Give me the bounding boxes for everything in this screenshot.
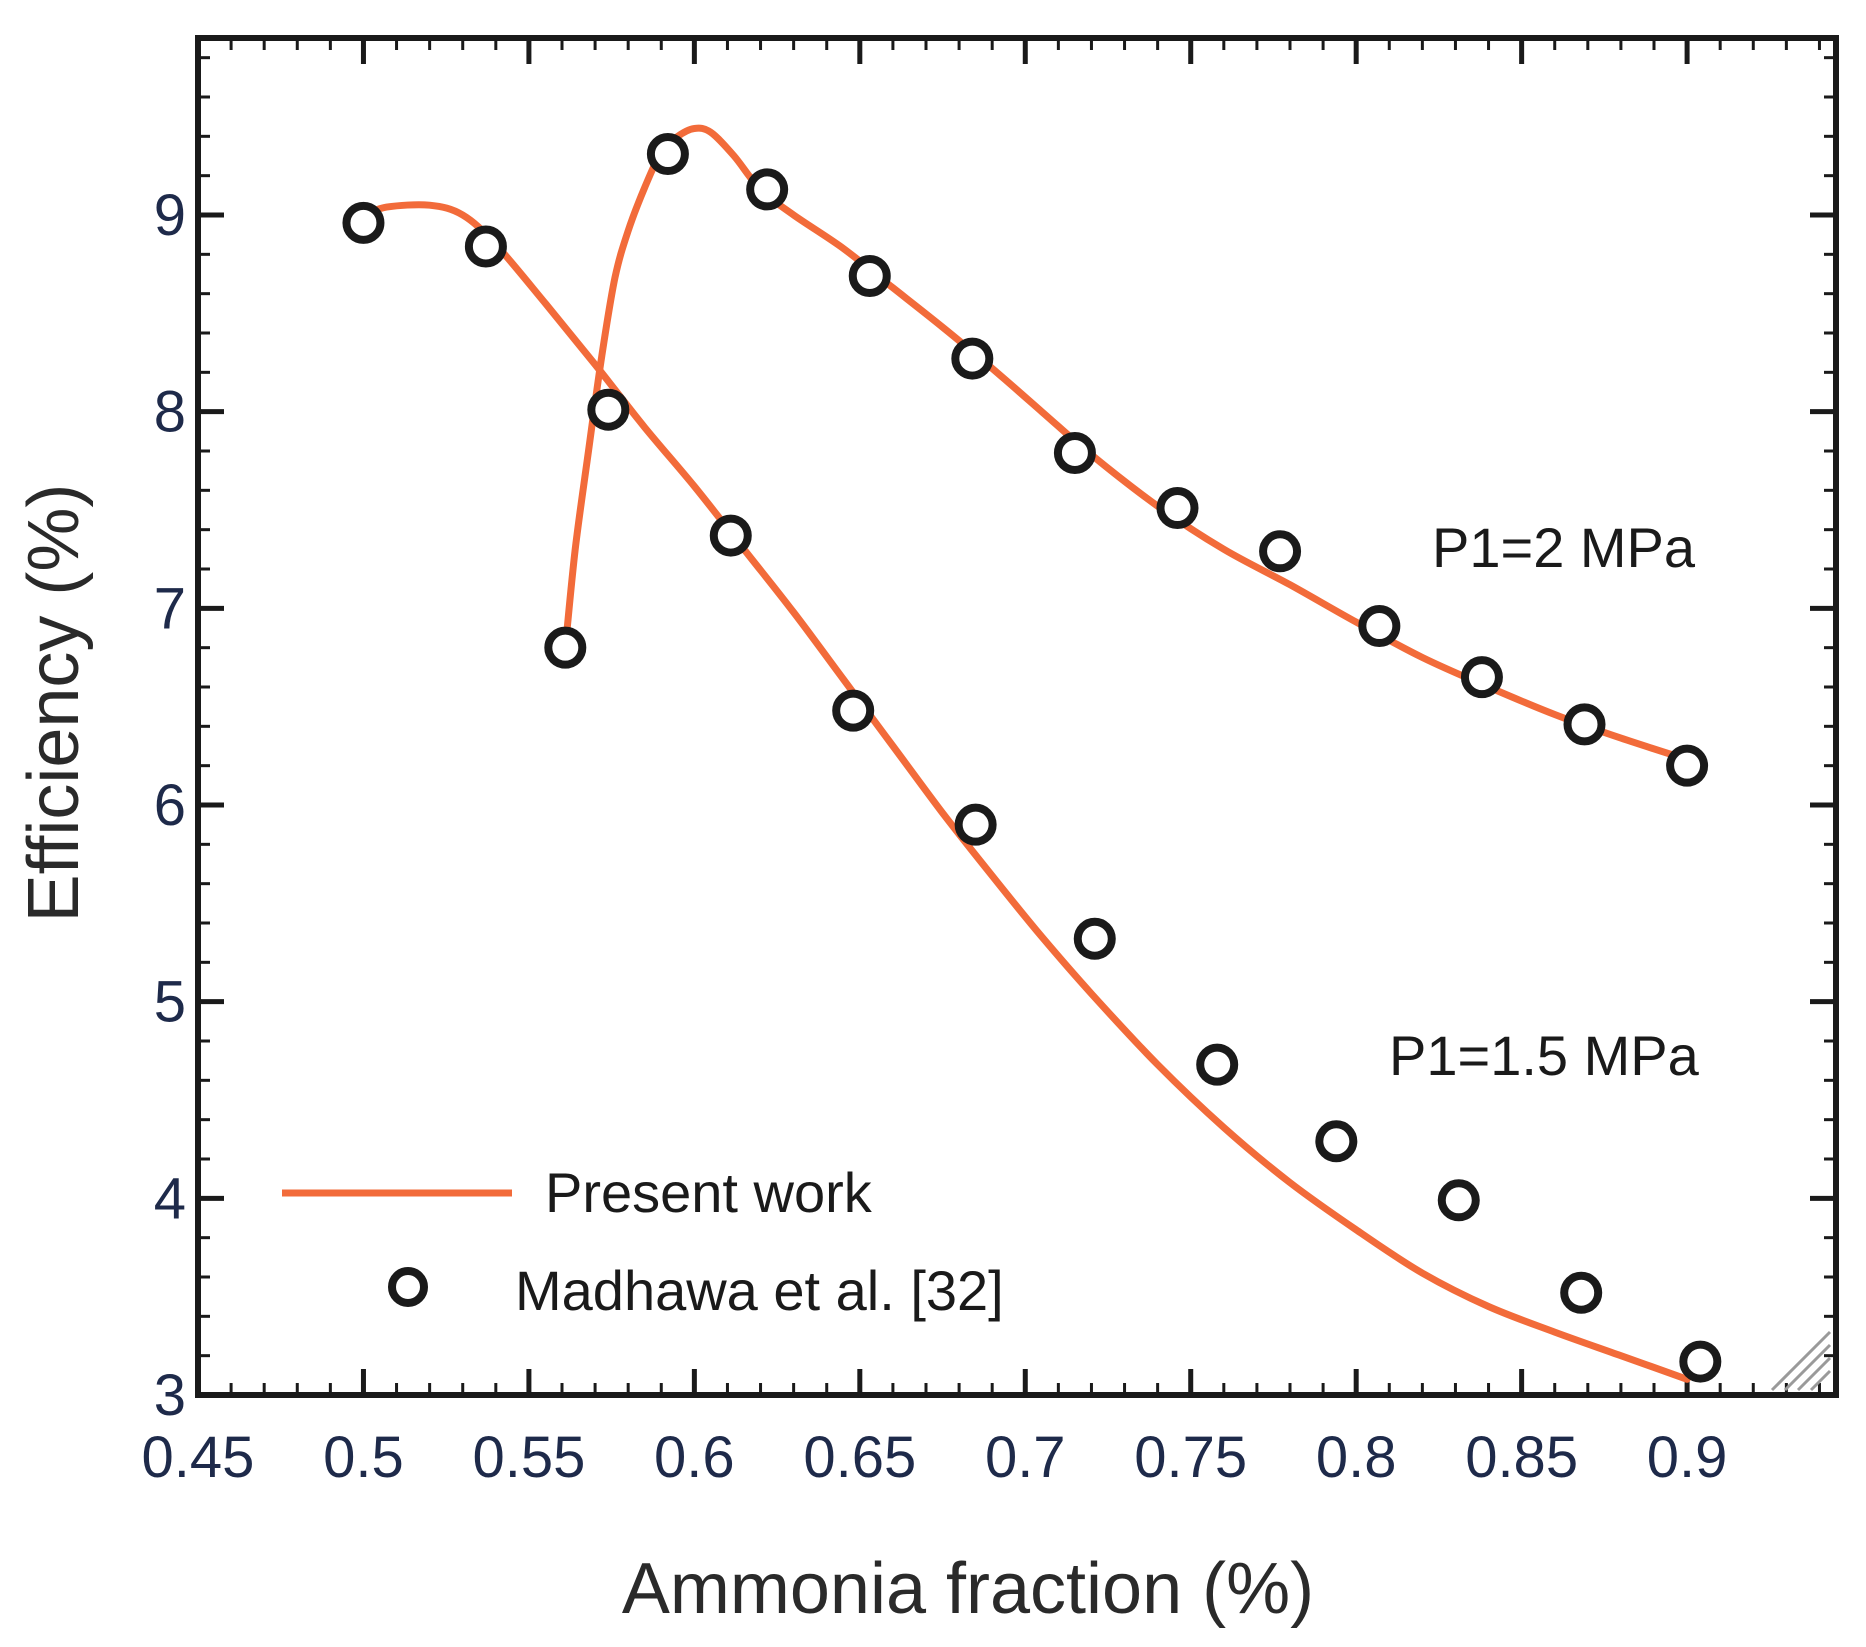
data-point-p1-2mpa <box>951 337 994 380</box>
corner-hatch <box>1770 1330 1832 1392</box>
data-point-p1-2mpa <box>1156 487 1199 530</box>
data-point-p1-1-5mpa <box>832 689 875 732</box>
y-tick-label: 6 <box>154 773 186 838</box>
series-label-p1-2mpa: P1=2 MPa <box>1432 516 1696 579</box>
data-point-p1-1-5mpa <box>1679 1340 1722 1383</box>
x-tick-label: 0.85 <box>1465 1425 1578 1490</box>
data-point-p1-1-5mpa <box>1437 1179 1480 1222</box>
y-tick-label: 4 <box>154 1166 186 1231</box>
legend-marker-swatch <box>388 1267 428 1307</box>
x-tick-label: 0.5 <box>323 1425 404 1490</box>
data-point-p1-1-5mpa <box>464 225 507 268</box>
series-label-p1-1-5mpa: P1=1.5 MPa <box>1389 1024 1700 1087</box>
data-point-p1-2mpa <box>646 133 689 176</box>
data-point-p1-1-5mpa <box>587 388 630 431</box>
x-tick-label: 0.6 <box>654 1425 735 1490</box>
legend: Present work Madhawa et al. [32] <box>282 1161 1004 1322</box>
x-tick-label: 0.45 <box>142 1425 255 1490</box>
y-tick-label: 7 <box>154 576 186 641</box>
legend-label-madhawa: Madhawa et al. [32] <box>515 1259 1004 1322</box>
data-point-p1-2mpa <box>1563 703 1606 746</box>
x-axis-title: Ammonia fraction (%) <box>622 1549 1314 1629</box>
data-point-p1-1-5mpa <box>1560 1271 1603 1314</box>
y-tick-labels: 3 4 5 6 7 8 9 <box>154 183 186 1428</box>
data-point-p1-1-5mpa <box>1073 917 1116 960</box>
data-point-p1-2mpa <box>746 168 789 211</box>
data-point-p1-2mpa <box>1053 431 1096 474</box>
y-tick-label: 3 <box>154 1363 186 1428</box>
y-tick-label: 5 <box>154 970 186 1035</box>
x-tick-label: 0.9 <box>1647 1425 1728 1490</box>
data-point-p1-2mpa <box>1259 530 1302 573</box>
data-point-p1-1-5mpa <box>1315 1120 1358 1163</box>
data-point-p1-1-5mpa <box>1196 1043 1239 1086</box>
y-tick-label: 8 <box>154 380 186 445</box>
y-axis-title: Efficiency (%) <box>14 484 94 923</box>
x-tick-label: 0.75 <box>1134 1425 1247 1490</box>
data-point-p1-1-5mpa <box>709 514 752 557</box>
series-curve-p1-1-5mpa <box>360 201 1691 1383</box>
x-tick-labels: 0.45 0.5 0.55 0.6 0.65 0.7 0.75 0.8 0.85 0.9 <box>142 1425 1728 1490</box>
y-tick-label: 9 <box>154 183 186 248</box>
x-tick-label: 0.55 <box>472 1425 585 1490</box>
major-tick-marks <box>195 38 1836 1398</box>
data-point-p1-2mpa <box>848 254 891 297</box>
x-tick-label: 0.65 <box>803 1425 916 1490</box>
x-tick-label: 0.8 <box>1316 1425 1397 1490</box>
data-point-p1-1-5mpa <box>342 201 385 244</box>
legend-label-present-work: Present work <box>545 1161 873 1224</box>
x-tick-label: 0.7 <box>985 1425 1066 1490</box>
data-point-p1-2mpa <box>1358 605 1401 648</box>
series-markers <box>342 133 1722 1383</box>
data-point-p1-1-5mpa <box>954 803 997 846</box>
data-point-p1-2mpa <box>1666 744 1709 787</box>
data-point-p1-2mpa <box>1460 656 1503 699</box>
data-point-p1-2mpa <box>544 626 587 669</box>
